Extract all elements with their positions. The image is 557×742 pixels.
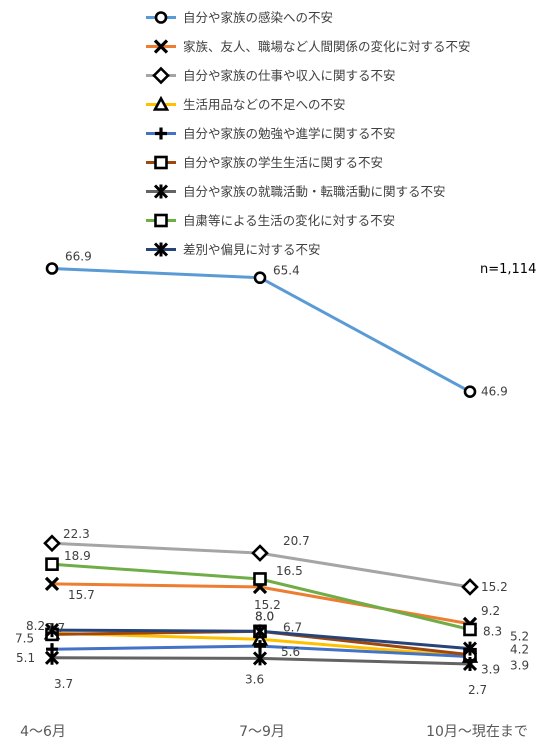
data-label: 66.9 xyxy=(65,249,92,263)
data-label: 6.7 xyxy=(283,620,302,634)
legend-label: 自分や家族の仕事や収入に関する不安 xyxy=(183,68,396,83)
legend-item-7: 自分や家族の就職活動・転職活動に関する不安 xyxy=(146,184,446,199)
data-point-s9-p3 xyxy=(462,641,478,656)
data-label: 8.0 xyxy=(255,609,274,623)
data-label: 15.7 xyxy=(68,588,95,602)
legend-item-9: 差別や偏見に対する不安 xyxy=(146,242,321,257)
chart-legend: 自分や家族の感染への不安家族、友人、職場など人間関係の変化に対する不安自分や家族… xyxy=(146,10,471,257)
x-tick-label: 4～6月 xyxy=(20,724,66,740)
series-markers xyxy=(43,262,479,672)
legend-label: 生活用品などの不足への不安 xyxy=(183,97,346,112)
data-label: 46.9 xyxy=(481,385,508,399)
legend-marker-plus xyxy=(155,127,167,140)
data-point-s7-p3 xyxy=(462,656,478,672)
legend-label: 差別や偏見に対する不安 xyxy=(183,242,321,257)
data-label: 7.7 xyxy=(46,621,65,635)
data-point-s7-p1 xyxy=(44,650,60,665)
data-label: 8.2 xyxy=(26,619,45,633)
sample-size-note: n=1,114 xyxy=(480,262,536,277)
data-point-s1-p2 xyxy=(253,271,267,285)
data-point-s2-p1 xyxy=(44,576,60,592)
data-point-s7-p2 xyxy=(252,651,268,666)
data-label: 3.7 xyxy=(54,677,73,691)
legend-label: 自分や家族の感染への不安 xyxy=(183,10,333,25)
legend-item-3: 自分や家族の仕事や収入に関する不安 xyxy=(146,66,396,85)
x-tick-label: 7～9月 xyxy=(239,724,285,740)
data-point-s9-p2 xyxy=(252,624,268,639)
x-tick-label: 10月～現在まで xyxy=(426,724,528,740)
legend-marker-star xyxy=(153,184,169,199)
legend-marker-diamond xyxy=(152,66,170,85)
legend-label: 自粛等による生活の変化に対する不安 xyxy=(183,213,395,228)
legend-marker-star xyxy=(153,242,169,257)
legend-marker-x xyxy=(153,39,169,54)
data-label: 18.9 xyxy=(64,549,91,563)
data-label: 8.3 xyxy=(483,624,502,638)
data-label: 8.0 xyxy=(255,609,274,623)
legend-marker-square xyxy=(154,155,168,170)
data-label: 22.3 xyxy=(63,527,90,541)
legend-label: 自分や家族の学生生活に関する不安 xyxy=(183,155,383,170)
data-label: 3.9 xyxy=(481,663,500,677)
data-label: 2.7 xyxy=(468,683,487,697)
data-point-s1-p3 xyxy=(463,385,477,398)
data-point-s9-p1 xyxy=(44,623,60,638)
data-label: 20.7 xyxy=(283,534,310,548)
legend-item-4: 生活用品などの不足への不安 xyxy=(146,95,346,112)
data-point-s5-p2 xyxy=(254,640,266,653)
series-line-1 xyxy=(51,267,471,394)
legend-label: 家族、友人、職場など人間関係の変化に対する不安 xyxy=(183,39,471,54)
data-point-s8-p1 xyxy=(45,557,59,571)
data-point-s3-p1 xyxy=(43,534,61,553)
legend-label: 自分や家族の勉強や進学に関する不安 xyxy=(183,126,396,141)
data-label: 9.2 xyxy=(481,604,500,618)
data-point-s1-p1 xyxy=(45,262,59,275)
data-point-s3-p2 xyxy=(251,544,269,562)
data-point-s3-p3 xyxy=(461,578,479,596)
data-labels: 66.9 65.4 46.9 15.7 15.2 9.2 22.3 20.7 15.2 7.7 6.… xyxy=(15,249,529,696)
x-axis: 4～6月 7～9月 10月～現在まで xyxy=(20,724,528,740)
data-label: 7.5 xyxy=(15,631,34,645)
legend-item-6: 自分や家族の学生生活に関する不安 xyxy=(146,155,383,170)
legend-marker-square xyxy=(154,213,168,228)
legend-item-5: 自分や家族の勉強や進学に関する不安 xyxy=(146,126,396,141)
data-point-s8-p2 xyxy=(253,572,267,586)
data-label: 5.1 xyxy=(16,651,35,665)
legend-label: 自分や家族の就職活動・転職活動に関する不安 xyxy=(183,184,446,199)
data-point-s8-p3 xyxy=(463,622,477,637)
data-label: 3.9 xyxy=(510,659,529,673)
legend-marker-triangle xyxy=(152,95,170,111)
data-label: 3.6 xyxy=(245,672,264,686)
data-label: 5.6 xyxy=(281,645,300,659)
data-label: 16.5 xyxy=(276,564,303,578)
data-label: 15.2 xyxy=(254,598,281,612)
legend-item-8: 自粛等による生活の変化に対する不安 xyxy=(146,213,395,228)
data-label: 4.2 xyxy=(510,643,529,657)
legend-item-2: 家族、友人、職場など人間関係の変化に対する不安 xyxy=(146,39,471,54)
data-label: 15.2 xyxy=(481,580,508,594)
data-label: 65.4 xyxy=(273,264,300,278)
data-label: 5.2 xyxy=(510,630,529,644)
legend-item-1: 自分や家族の感染への不安 xyxy=(146,10,333,25)
legend-marker-circle xyxy=(154,11,168,24)
